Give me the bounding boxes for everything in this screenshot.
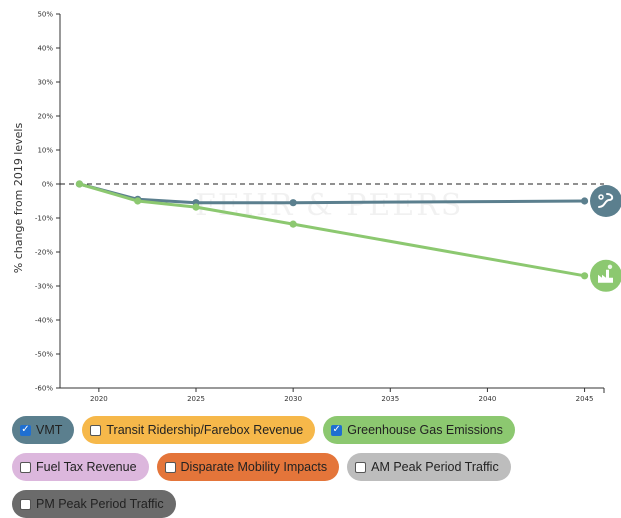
legend-row: ✓ VMT Transit Ridership/Farebox Revenue ✓ Gr… [12, 416, 515, 444]
data-point [75, 180, 84, 188]
x-tick-label: 2035 [381, 395, 399, 403]
road-icon [590, 185, 621, 217]
line-chart: FEHR & PEERS 50% 40% 30% 20% 10% 0% -10% -20% -3… [12, 11, 621, 403]
series-layer [75, 180, 621, 292]
legend-vmt-toggle[interactable]: ✓ VMT [12, 416, 75, 444]
legend-row: PM Peak Period Traffic [12, 490, 176, 518]
y-axis-label: % change from 2019 levels [12, 123, 25, 274]
checkbox[interactable] [164, 461, 176, 473]
legend-label: VMT [36, 423, 63, 437]
legend-label: AM Peak Period Traffic [371, 460, 499, 474]
x-axis: 2020 2025 2030 2035 2040 2045 [60, 387, 605, 403]
x-tick-label: 2025 [187, 395, 205, 403]
factory-icon [590, 259, 621, 292]
legend-ghg-toggle[interactable]: ✓ Greenhouse Gas Emissions [323, 416, 515, 444]
y-tick-label: 0% [42, 181, 53, 189]
watermark: FEHR & PEERS [195, 188, 463, 223]
data-point [580, 197, 589, 205]
legend-fuel-tax-toggle[interactable]: Fuel Tax Revenue [12, 453, 149, 481]
x-tick-label: 2040 [479, 395, 497, 403]
data-point [580, 272, 589, 280]
y-tick-label: -40% [35, 317, 53, 325]
y-tick-label: -50% [35, 351, 53, 359]
x-tick-label: 2020 [90, 395, 108, 403]
legend-label: Greenhouse Gas Emissions [347, 423, 503, 437]
legend-transit-toggle[interactable]: Transit Ridership/Farebox Revenue [82, 416, 316, 444]
legend-am-peak-toggle[interactable]: AM Peak Period Traffic [347, 453, 511, 481]
legend-row: Fuel Tax Revenue Disparate Mobility Impac… [12, 453, 511, 481]
checkbox[interactable] [20, 461, 31, 473]
y-tick-label: -20% [35, 249, 53, 257]
checkbox[interactable] [90, 424, 102, 436]
data-point [134, 197, 142, 205]
y-tick-label: -30% [35, 283, 53, 291]
y-tick-label: 10% [37, 147, 53, 155]
legend-pm-peak-toggle[interactable]: PM Peak Period Traffic [12, 490, 176, 518]
y-tick-label: -10% [35, 215, 53, 223]
y-tick-label: 30% [37, 79, 53, 87]
data-point [289, 220, 297, 228]
legend-label: Fuel Tax Revenue [36, 460, 137, 474]
y-axis: 50% 40% 30% 20% 10% 0% -10% -20% -30% -40% -50% -60… [35, 11, 61, 393]
data-point [192, 203, 200, 211]
y-tick-label: 20% [37, 113, 53, 121]
data-point [289, 199, 297, 207]
checkbox[interactable] [20, 498, 31, 510]
y-tick-label: -60% [35, 385, 53, 393]
x-tick-label: 2030 [284, 395, 302, 403]
y-tick-label: 40% [37, 45, 53, 53]
legend-label: Transit Ridership/Farebox Revenue [106, 423, 304, 437]
x-tick-label: 2045 [576, 395, 594, 403]
checkbox[interactable]: ✓ [331, 424, 343, 436]
y-tick-label: 50% [37, 11, 53, 19]
checkbox[interactable] [355, 461, 367, 473]
legend-label: PM Peak Period Traffic [36, 497, 164, 511]
checkbox[interactable]: ✓ [20, 424, 31, 436]
legend-label: Disparate Mobility Impacts [180, 460, 328, 474]
legend-mobility-toggle[interactable]: Disparate Mobility Impacts [156, 453, 340, 481]
